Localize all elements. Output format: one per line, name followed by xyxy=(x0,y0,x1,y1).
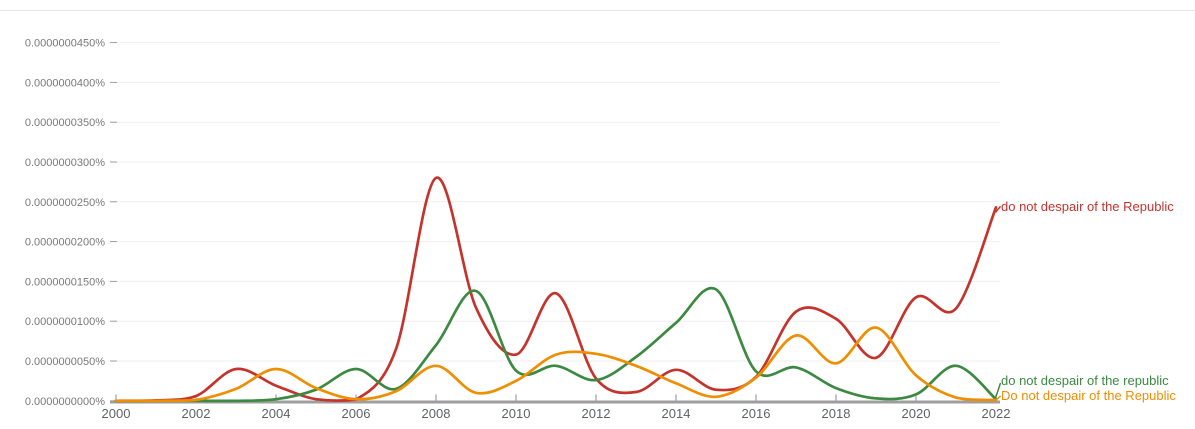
series-line-do-not-despair-of-the-republic[interactable] xyxy=(114,286,998,403)
series-end-label-Do-not-despair-of-the-Republic[interactable]: Do not despair of the Republic xyxy=(1001,388,1176,403)
x-axis-tick-label: 2000 xyxy=(102,406,131,421)
x-axis-tick-label: 2022 xyxy=(982,406,1011,421)
x-axis-tick-label: 2020 xyxy=(902,406,931,421)
y-axis-tick-label: 0.0000000000% xyxy=(25,396,105,408)
x-axis-tick-label: 2002 xyxy=(182,406,211,421)
series-line-do-not-despair-of-the-republic[interactable] xyxy=(114,176,998,403)
series-end-label-do-not-despair-of-the-republic[interactable]: do not despair of the republic xyxy=(1001,373,1169,388)
y-axis-tick-label: 0.0000000400% xyxy=(25,77,105,89)
y-axis-tick-label: 0.0000000150% xyxy=(25,276,105,288)
series-line-do-not-despair-of-the-republic[interactable] xyxy=(114,326,998,403)
y-axis-tick-label: 0.0000000050% xyxy=(25,356,105,368)
y-axis-tick-label: 0.0000000200% xyxy=(25,237,105,249)
y-axis-tick-label: 0.0000000450% xyxy=(25,38,105,50)
x-axis-tick-label: 2018 xyxy=(822,406,851,421)
x-axis-tick-label: 2010 xyxy=(502,406,531,421)
top-divider xyxy=(0,10,1195,11)
y-axis-tick-label: 0.0000000300% xyxy=(25,157,105,169)
series-label-connector xyxy=(994,395,1002,402)
y-axis-tick-label: 0.0000000250% xyxy=(25,197,105,209)
x-axis-tick-label: 2008 xyxy=(422,406,451,421)
y-axis-tick-label: 0.0000000100% xyxy=(25,316,105,328)
series-label-connector xyxy=(994,382,1002,399)
x-axis-tick-label: 2016 xyxy=(742,406,771,421)
x-axis-tick-label: 2014 xyxy=(662,406,691,421)
series-label-connector xyxy=(994,205,1002,213)
series-end-label-do-not-despair-of-the-Republic[interactable]: do not despair of the Republic xyxy=(1001,199,1174,215)
y-axis-tick-label: 0.0000000350% xyxy=(25,117,105,129)
x-axis-tick-label: 2012 xyxy=(582,406,611,421)
x-axis-tick-label: 2006 xyxy=(342,406,371,421)
x-axis-tick-label: 2004 xyxy=(262,406,291,421)
